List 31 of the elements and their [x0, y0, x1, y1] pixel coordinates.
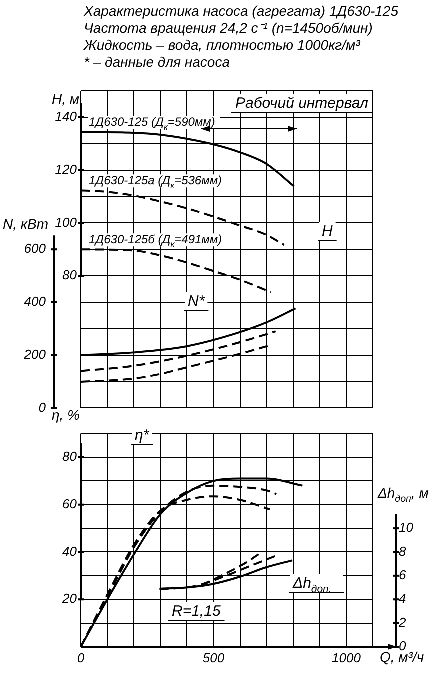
- y-axis-title: η, %: [52, 407, 80, 423]
- annotation: η*: [135, 427, 150, 444]
- y2-tick-label: 600: [24, 241, 47, 256]
- y-axis-title: H, м: [52, 91, 80, 107]
- x-tick-label: 500: [202, 650, 226, 666]
- chart-subtitle: Частота вращения 24,2 с⁻¹ (n=1450об/мин) Жидкость – вода, плотностью 1000кг/м³ * – данные для насоса: [84, 20, 374, 71]
- y-tick-label: 120: [55, 162, 78, 177]
- y-tick-label: 80: [62, 268, 78, 283]
- y2-axis-title: N, кВт: [3, 216, 49, 232]
- annotation: Рабочий интервал: [236, 95, 370, 112]
- y-tick-label: 100: [55, 214, 78, 230]
- y2-tick-label: 8: [399, 544, 407, 559]
- x-tick-label: 0: [77, 650, 86, 666]
- y2-tick-label: 6: [399, 568, 407, 583]
- y2-tick-label: 2: [398, 614, 407, 630]
- annotation: N*: [188, 293, 206, 310]
- y2-tick-label: 0: [399, 638, 407, 654]
- y-tick-label: 60: [62, 496, 78, 512]
- y-tick-label: 80: [62, 449, 78, 464]
- y-tick-label: 20: [62, 591, 78, 606]
- annotation: R=1,15: [172, 603, 222, 620]
- y2-tick-label: 4: [399, 591, 406, 606]
- y2-tick-label: 10: [399, 520, 414, 536]
- y2-tick-label: 200: [23, 346, 47, 362]
- chart-title: Характеристика насоса (агрегата) 1Д630-125: [84, 3, 398, 20]
- y-tick-label: 40: [62, 544, 78, 559]
- annotation: H: [322, 223, 333, 240]
- y2-tick-label: 400: [24, 294, 47, 310]
- y-tick-label: 140: [55, 109, 78, 124]
- y2-tick-label: 0: [38, 400, 47, 415]
- x-tick-label: 1000: [332, 650, 362, 666]
